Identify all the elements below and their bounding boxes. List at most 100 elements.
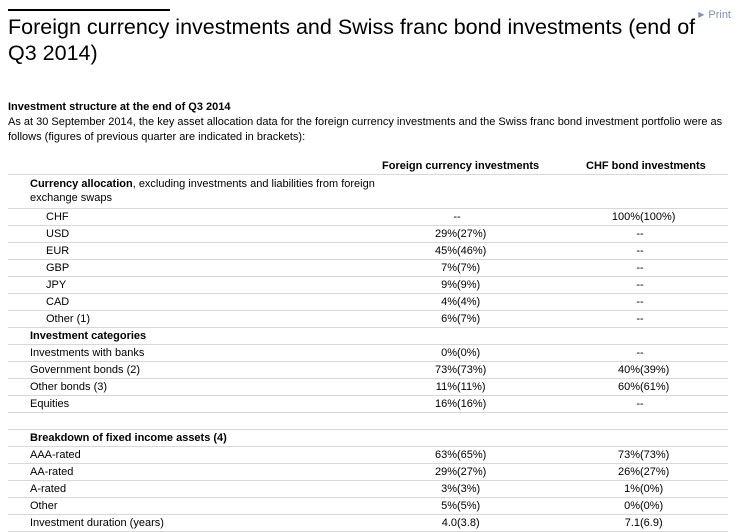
table-row: Other 5% (5%) 0% (0%)	[8, 497, 728, 515]
chf-value: -	[573, 225, 640, 243]
fixed-income-heading: Breakdown of fixed income assets (4)	[8, 429, 389, 447]
fx-value: -	[389, 208, 457, 226]
fx-value: 16%	[389, 395, 457, 413]
chf-previous-value: -	[640, 242, 728, 260]
chf-value: 60%	[573, 378, 640, 396]
play-triangle-icon: ▶	[698, 10, 705, 19]
chf-previous-value: (0%)	[640, 480, 728, 498]
row-label: A-rated	[8, 480, 389, 498]
intro-paragraph: As at 30 September 2014, the key asset a…	[8, 116, 723, 143]
chf-previous-value: -	[640, 344, 728, 362]
fx-value: 73%	[389, 361, 457, 379]
table-row: CAD 4% (4%) - -	[8, 293, 728, 311]
chf-value: 100%	[573, 208, 640, 226]
column-header-chf: CHF bond investments	[586, 160, 706, 172]
row-label: Investment duration (years)	[8, 514, 389, 532]
chf-previous-value: -	[640, 225, 728, 243]
chf-previous-value: (100%)	[640, 208, 728, 226]
chf-value: 1%	[573, 480, 640, 498]
fx-previous-value: (27%)	[457, 463, 518, 481]
chf-value: 73%	[573, 446, 640, 464]
chf-previous-value: (0%)	[640, 497, 728, 515]
chf-previous-value: -	[640, 310, 728, 328]
fx-previous-value: (27%)	[457, 225, 518, 243]
chf-value: -	[573, 293, 640, 311]
chf-previous-value: (27%)	[640, 463, 728, 481]
fx-previous-value: (3.8)	[457, 514, 518, 532]
chf-value: -	[573, 242, 640, 260]
fx-value: 7%	[389, 259, 457, 277]
chf-previous-value: (61%)	[640, 378, 728, 396]
fx-value: 5%	[389, 497, 457, 515]
row-label: USD	[8, 225, 389, 243]
chf-previous-value: -	[640, 293, 728, 311]
fx-value: 6%	[389, 310, 457, 328]
fx-previous-value: -	[457, 208, 518, 226]
fx-previous-value: (46%)	[457, 242, 518, 260]
fx-previous-value: (73%)	[457, 361, 518, 379]
chf-value: 26%	[573, 463, 640, 481]
title-rule	[8, 9, 170, 11]
fx-value: 3%	[389, 480, 457, 498]
print-label: Print	[708, 9, 731, 21]
table-row: JPY 9% (9%) - -	[8, 276, 728, 294]
table-row: Other bonds (3) 11% (11%) 60% (61%)	[8, 378, 728, 396]
row-label: AA-rated	[8, 463, 389, 481]
row-label: CAD	[8, 293, 389, 311]
fx-previous-value: (5%)	[457, 497, 518, 515]
chf-value: -	[573, 276, 640, 294]
row-label: CHF	[8, 208, 389, 226]
row-label: Investments with banks	[8, 344, 389, 362]
chf-previous-value: (73%)	[640, 446, 728, 464]
chf-previous-value: (39%)	[640, 361, 728, 379]
fx-previous-value: (11%)	[457, 378, 518, 396]
fx-previous-value: (3%)	[457, 480, 518, 498]
chf-value: -	[573, 259, 640, 277]
chf-previous-value: (6.9)	[640, 514, 728, 532]
fx-previous-value: (4%)	[457, 293, 518, 311]
print-link[interactable]: ▶ Print	[698, 9, 731, 21]
chf-previous-value: -	[640, 276, 728, 294]
fx-previous-value: (16%)	[457, 395, 518, 413]
chf-value: -	[573, 395, 640, 413]
table-row: Equities 16% (16%) - -	[8, 395, 728, 413]
section-row-fixed-income: Breakdown of fixed income assets (4)	[8, 429, 728, 447]
fx-value: 29%	[389, 463, 457, 481]
chf-value: 40%	[573, 361, 640, 379]
categories-heading: Investment categories	[8, 327, 389, 345]
currency-heading-note: , excluding investments and liabilities …	[30, 178, 375, 204]
fx-value: 4%	[389, 293, 457, 311]
fx-value: 11%	[389, 378, 457, 396]
fx-value: 0%	[389, 344, 457, 362]
fx-previous-value: (9%)	[457, 276, 518, 294]
fx-value: 4.0	[389, 514, 457, 532]
table-row: Government bonds (2) 73% (73%) 40% (39%)	[8, 361, 728, 379]
table-row: Other (1) 6% (7%) - -	[8, 310, 728, 328]
table-row: CHF - -100% (100%)	[8, 208, 728, 226]
fx-value: 63%	[389, 446, 457, 464]
row-label: Government bonds (2)	[8, 361, 389, 379]
chf-value: 7.1	[573, 514, 640, 532]
fx-value: 29%	[389, 225, 457, 243]
chf-value: -	[573, 310, 640, 328]
section-subheading: Investment structure at the end of Q3 20…	[8, 101, 231, 113]
row-label: Other bonds (3)	[8, 378, 389, 396]
fx-value: 9%	[389, 276, 457, 294]
chf-value: -	[573, 344, 640, 362]
fx-previous-value: (7%)	[457, 259, 518, 277]
row-label: EUR	[8, 242, 389, 260]
row-label: Other (1)	[8, 310, 389, 328]
row-label: AAA-rated	[8, 446, 389, 464]
section-row-categories: Investment categories	[8, 327, 728, 345]
row-label: GBP	[8, 259, 389, 277]
page-title: Foreign currency investments and Swiss f…	[8, 15, 696, 65]
chf-value: 0%	[573, 497, 640, 515]
fx-previous-value: (0%)	[457, 344, 518, 362]
row-label: Other	[8, 497, 389, 515]
table-row: A-rated 3% (3%) 1% (0%)	[8, 480, 728, 498]
row-label: Equities	[8, 395, 389, 413]
table-row: Investments with banks 0% (0%) - -	[8, 344, 728, 362]
table-row: GBP 7% (7%) - -	[8, 259, 728, 277]
chf-previous-value: -	[640, 395, 728, 413]
allocation-table: Currency allocation, excluding investmen…	[8, 174, 728, 532]
